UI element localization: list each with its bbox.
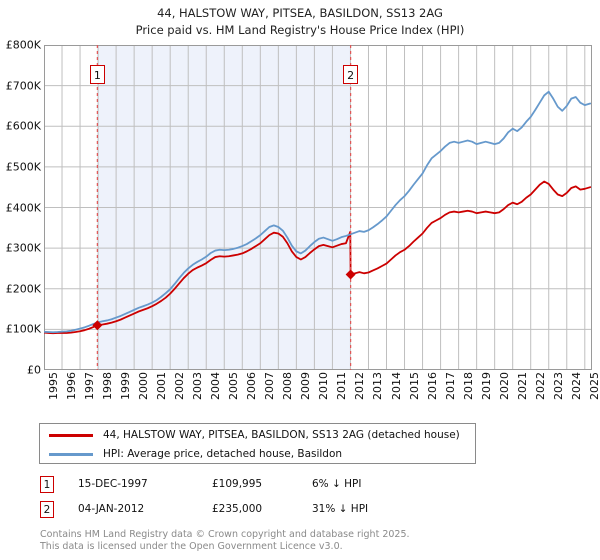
x-axis-tick-label: 2018 <box>461 372 475 400</box>
x-axis-tick-label: 2014 <box>389 372 403 400</box>
x-axis-tick-label: 2003 <box>191 372 205 400</box>
footer-copyright-line: Contains HM Land Registry data © Crown c… <box>40 529 410 540</box>
x-axis-tick-label: 2022 <box>533 372 547 400</box>
legend-label-hpi: HPI: Average price, detached house, Basi… <box>103 448 343 460</box>
chart-plot-svg <box>44 45 592 370</box>
page-subtitle: Price paid vs. HM Land Registry's House … <box>135 23 465 37</box>
transaction-hpi-delta: 6% ↓ HPI <box>312 478 362 490</box>
x-axis-tick-label: 2005 <box>227 372 241 400</box>
x-axis-tick-label: 2001 <box>155 372 169 400</box>
x-axis: 1995 1996 1997 1998 1999 2000 2001 2002 2003 2004… <box>44 372 600 412</box>
transaction-price: £109,995 <box>212 478 263 490</box>
y-axis-tick-label: £0 <box>27 363 41 377</box>
footer-licence-line: This data is licensed under the Open Gov… <box>40 540 343 552</box>
x-axis-tick-label: 1999 <box>119 372 133 400</box>
transaction-index-badge: 2 <box>40 501 54 518</box>
x-axis-tick-label: 1998 <box>101 372 115 400</box>
x-axis-tick-label: 2000 <box>137 372 151 400</box>
sale-point-marker[interactable] <box>345 269 356 280</box>
chart-marker-badge[interactable]: 1 <box>89 65 105 84</box>
x-axis-tick-label: 2021 <box>515 372 529 400</box>
plot-border <box>44 45 592 370</box>
x-axis-tick-label: 2025 <box>587 372 600 400</box>
legend-item-hpi: HPI: Average price, detached house, Basi… <box>40 444 475 464</box>
table-row: 2 04-JAN-2012 £235,000 31% ↓ HPI <box>40 499 460 524</box>
x-axis-tick-label: 2004 <box>209 372 223 400</box>
transaction-hpi-delta: 31% ↓ HPI <box>312 503 369 515</box>
chart-marker-badge[interactable]: 2 <box>343 65 359 84</box>
y-axis-tick-label: £300K <box>5 241 41 255</box>
page-title: 44, HALSTOW WAY, PITSEA, BASILDON, SS13 … <box>157 6 443 20</box>
x-axis-tick-label: 2023 <box>551 372 565 400</box>
x-axis-tick-label: 2009 <box>299 372 313 400</box>
legend-item-price-paid: 44, HALSTOW WAY, PITSEA, BASILDON, SS13 … <box>40 425 475 445</box>
x-axis-tick-label: 2007 <box>263 372 277 400</box>
legend-label-price-paid: 44, HALSTOW WAY, PITSEA, BASILDON, SS13 … <box>103 429 460 441</box>
y-axis-tick-label: £400K <box>5 201 41 214</box>
transaction-date: 04-JAN-2012 <box>78 503 145 515</box>
x-axis-tick-label: 2015 <box>407 372 421 400</box>
legend-swatch-price-paid <box>49 433 93 437</box>
x-axis-tick-label: 2012 <box>353 372 367 400</box>
y-axis-tick-label: £100K <box>5 322 41 336</box>
x-axis-tick-label: 2013 <box>371 372 385 400</box>
table-row: 1 15-DEC-1997 £109,995 6% ↓ HPI <box>40 474 460 499</box>
x-axis-tick-label: 2019 <box>479 372 493 400</box>
transaction-price: £235,000 <box>212 503 263 515</box>
y-axis: £0 £100K £200K £300K £400K £500K £600K £700K £80… <box>0 40 44 376</box>
y-axis-tick-label: £200K <box>5 282 41 296</box>
x-axis-tick-label: 2020 <box>497 372 511 400</box>
x-axis-tick-label: 2010 <box>317 372 331 400</box>
x-axis-tick-label: 2006 <box>245 372 259 400</box>
transaction-index-badge: 1 <box>40 476 54 493</box>
x-axis-tick-label: 2024 <box>569 372 583 400</box>
y-axis-tick-label: £700K <box>5 79 41 93</box>
chart-title-block: 44, HALSTOW WAY, PITSEA, BASILDON, SS13 … <box>0 0 600 39</box>
transaction-date: 15-DEC-1997 <box>78 478 148 490</box>
x-axis-tick-label: 2008 <box>281 372 295 400</box>
legend-swatch-hpi <box>49 452 93 456</box>
series-line-price-paid <box>44 180 592 335</box>
x-axis-tick-label: 2011 <box>335 372 349 400</box>
x-axis-tick-label: 2002 <box>173 372 187 400</box>
y-axis-tick-label: £600K <box>5 119 41 133</box>
x-axis-tick-label: 2016 <box>425 372 439 400</box>
chart-legend: 44, HALSTOW WAY, PITSEA, BASILDON, SS13 … <box>39 423 476 464</box>
x-axis-tick-label: 1996 <box>65 372 79 400</box>
transactions-table: 1 15-DEC-1997 £109,995 6% ↓ HPI 2 04-JAN… <box>40 474 460 524</box>
sale-point-marker[interactable] <box>92 320 103 331</box>
y-axis-tick-label: £500K <box>5 160 41 174</box>
x-axis-tick-label: 1995 <box>47 372 60 400</box>
series-line-hpi <box>44 90 592 334</box>
attribution-footer: Contains HM Land Registry data © Crown c… <box>40 529 560 552</box>
y-axis-tick-label: £800K <box>5 38 41 52</box>
x-axis-tick-label: 2017 <box>443 372 457 400</box>
x-axis-tick-label: 1997 <box>83 372 97 400</box>
